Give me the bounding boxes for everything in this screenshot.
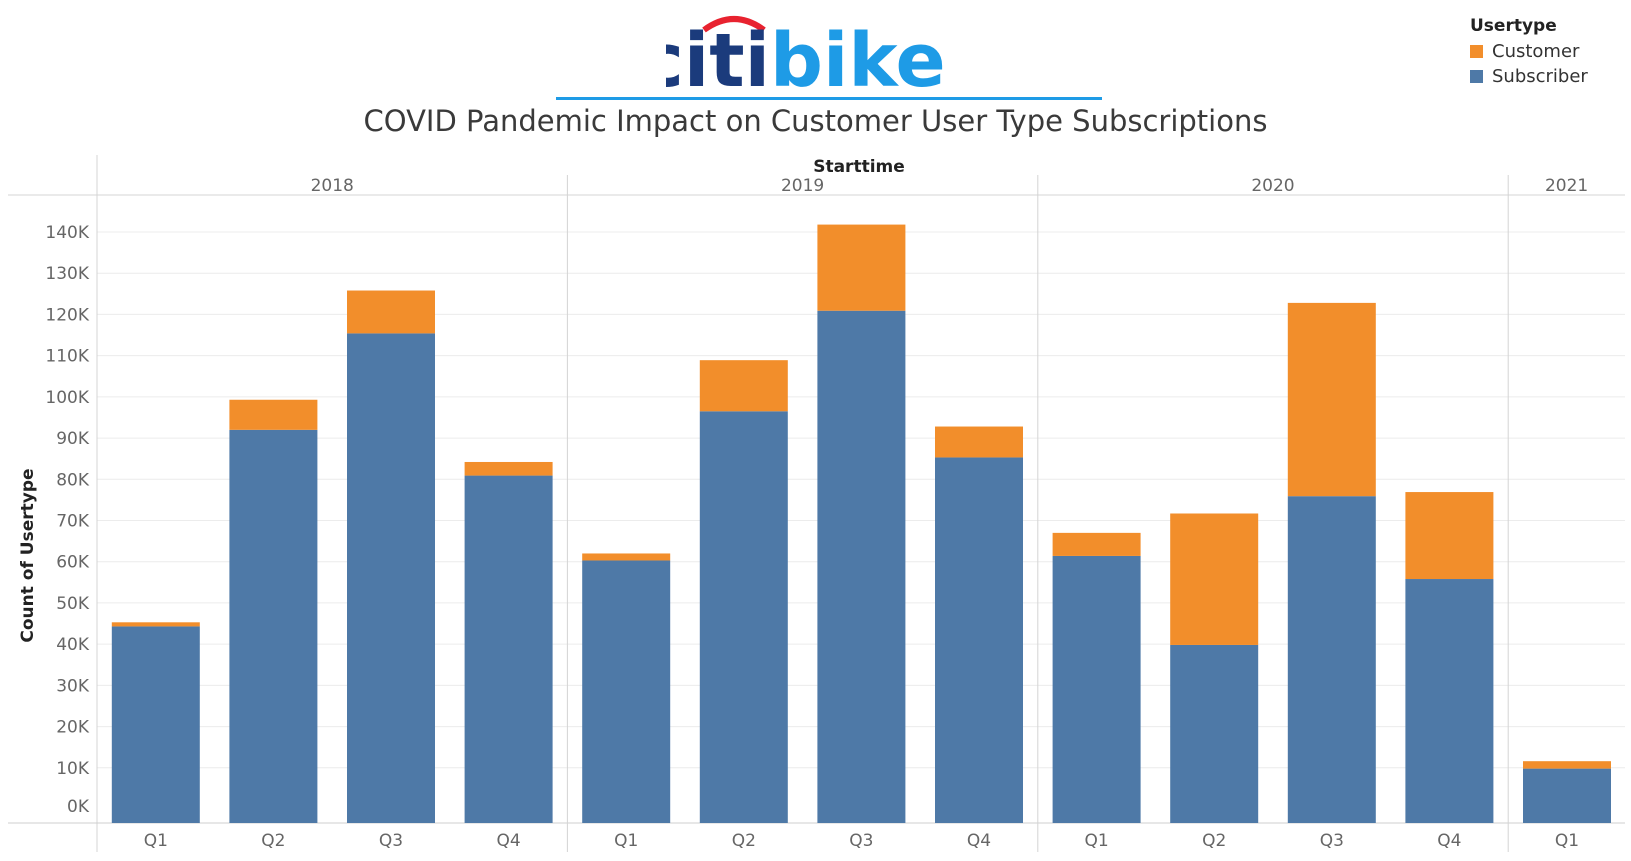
bar-customer-2019-Q3[interactable] (817, 224, 906, 311)
y-tick-label-5: 50K (56, 594, 90, 614)
bar-customer-2019-Q4[interactable] (935, 426, 1023, 458)
bar-subscriber-2019-Q1[interactable] (582, 560, 671, 823)
legend-label-customer: Customer (1492, 41, 1580, 62)
bar-customer-2021-Q1[interactable] (1523, 761, 1611, 769)
y-tick-label-1: 10K (56, 759, 90, 779)
bar-subscriber-2019-Q3[interactable] (817, 310, 906, 823)
y-tick-label-7: 70K (56, 512, 90, 532)
y-axis-label: Count of Usertype (18, 468, 38, 642)
bar-subscriber-2018-Q1[interactable] (111, 626, 200, 823)
x-tick-label-2018-Q3: Q3 (379, 831, 403, 851)
y-tick-label-0: 0K (67, 797, 90, 817)
bar-subscriber-2019-Q2[interactable] (699, 411, 788, 823)
logo-text-citi: citi (666, 18, 770, 100)
y-tick-label-4: 40K (56, 635, 90, 655)
x-tick-label-2020-Q4: Q4 (1437, 831, 1461, 851)
chart-title: COVID Pandemic Impact on Customer User T… (363, 104, 1268, 138)
y-tick-label-6: 60K (56, 553, 90, 573)
legend: Usertype Customer Subscriber (1470, 16, 1588, 89)
x-tick-label-2019-Q2: Q2 (732, 831, 756, 851)
bar-customer-2018-Q4[interactable] (464, 461, 553, 476)
bar-subscriber-2020-Q4[interactable] (1405, 579, 1494, 823)
bar-subscriber-2018-Q3[interactable] (347, 333, 435, 823)
legend-swatch-customer (1470, 45, 1483, 58)
bar-customer-2018-Q1[interactable] (111, 622, 200, 627)
bar-customer-2018-Q3[interactable] (347, 290, 435, 334)
x-header-label: Starttime (813, 157, 905, 177)
bar-subscriber-2020-Q2[interactable] (1170, 644, 1259, 823)
x-tick-label-2019-Q3: Q3 (849, 831, 873, 851)
logo-text-bike: bike (770, 18, 946, 100)
y-tick-label-9: 90K (56, 429, 90, 449)
x-tick-label-2020-Q3: Q3 (1320, 831, 1344, 851)
x-tick-label-2019-Q4: Q4 (967, 831, 991, 851)
x-tick-label-2018-Q2: Q2 (261, 831, 285, 851)
bar-subscriber-2020-Q3[interactable] (1287, 496, 1376, 823)
x-tick-label-2018-Q1: Q1 (144, 831, 168, 851)
year-header-2018: 2018 (311, 176, 354, 196)
bar-subscriber-2018-Q2[interactable] (229, 429, 318, 823)
y-tick-label-10: 100K (45, 388, 89, 408)
y-tick-label-12: 120K (45, 305, 89, 325)
citibike-logo: citi bike (666, 16, 946, 100)
x-tick-label-2019-Q1: Q1 (614, 831, 638, 851)
y-tick-label-3: 30K (56, 676, 90, 696)
year-header-2019: 2019 (781, 176, 824, 196)
x-tick-label-2020-Q2: Q2 (1202, 831, 1226, 851)
y-tick-label-2: 20K (56, 718, 90, 738)
bar-customer-2020-Q1[interactable] (1052, 532, 1141, 556)
y-tick-label-14: 140K (45, 223, 89, 243)
y-tick-label-13: 130K (45, 264, 89, 284)
x-tick-label-2018-Q4: Q4 (496, 831, 520, 851)
legend-item-customer[interactable]: Customer (1470, 39, 1588, 64)
y-tick-label-8: 80K (56, 470, 90, 490)
bar-subscriber-2018-Q4[interactable] (464, 475, 553, 823)
x-tick-label-2020-Q1: Q1 (1084, 831, 1108, 851)
bar-subscriber-2020-Q1[interactable] (1052, 555, 1141, 823)
legend-swatch-subscriber (1470, 70, 1483, 83)
logo-underline (556, 97, 1102, 100)
year-header-2021: 2021 (1545, 176, 1588, 196)
bar-customer-2020-Q3[interactable] (1287, 302, 1376, 497)
y-tick-label-11: 110K (45, 347, 89, 367)
bar-customer-2019-Q1[interactable] (582, 553, 671, 561)
bar-customer-2018-Q2[interactable] (229, 399, 318, 430)
x-tick-label-2021-Q1: Q1 (1555, 831, 1579, 851)
legend-item-subscriber[interactable]: Subscriber (1470, 64, 1588, 89)
bar-subscriber-2019-Q4[interactable] (935, 457, 1023, 823)
bar-customer-2020-Q4[interactable] (1405, 492, 1494, 580)
legend-label-subscriber: Subscriber (1492, 66, 1588, 87)
year-header-2020: 2020 (1251, 176, 1294, 196)
legend-title: Usertype (1470, 16, 1557, 36)
logo-arc (702, 16, 766, 33)
bar-customer-2020-Q2[interactable] (1170, 513, 1259, 645)
bar-customer-2019-Q2[interactable] (699, 360, 788, 412)
bar-subscriber-2021-Q1[interactable] (1523, 768, 1611, 823)
